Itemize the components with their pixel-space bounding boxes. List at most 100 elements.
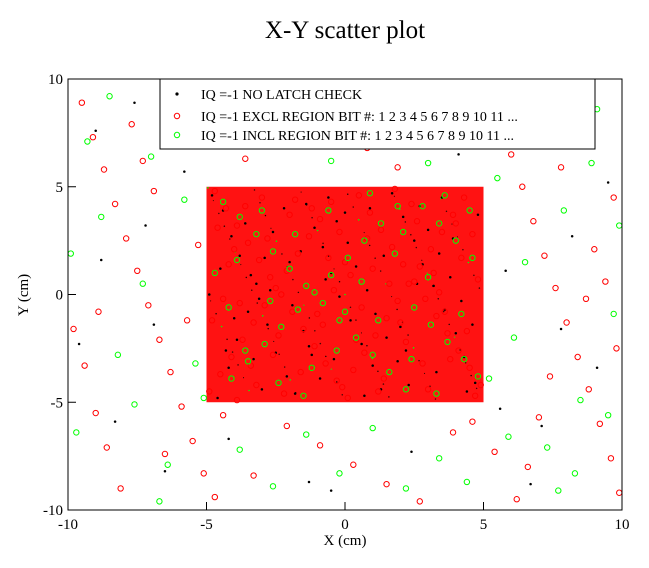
series-0-point-3: [238, 254, 241, 257]
series-0-point-52: [449, 276, 452, 279]
series-0-point-17: [371, 364, 374, 367]
legend-marker-no-latch: [175, 92, 179, 96]
series-2-point-30: [460, 355, 468, 363]
dense-speckle-227: [478, 287, 480, 289]
x-tick-label-0: -10: [58, 517, 78, 533]
dense-speckle-179: [270, 227, 272, 229]
dense-speckle-144: [283, 366, 286, 368]
series-1-point-136: [183, 317, 191, 324]
series-0-point-4: [249, 273, 253, 277]
series-2-point-44: [408, 355, 415, 363]
series-1-point-67: [402, 338, 410, 346]
series-1-point-45: [427, 246, 435, 253]
series-0-point-39: [318, 377, 322, 380]
dense-speckle-202: [410, 234, 412, 236]
series-1-point-105: [134, 267, 141, 274]
series-1-point-21: [444, 330, 451, 337]
series-1-point-71: [447, 355, 454, 363]
dense-speckle-208: [470, 375, 472, 377]
series-0-point-42: [346, 241, 350, 245]
series-0-point-45: [374, 312, 377, 316]
series-1-point-102: [100, 166, 108, 173]
series-1-point-9: [311, 343, 318, 350]
series-2-point-81: [588, 159, 595, 167]
dense-speckle-162: [464, 361, 467, 364]
series-0-point-76: [332, 357, 336, 361]
series-0-point-57: [232, 316, 236, 320]
series-0-point-98: [410, 450, 413, 454]
series-2-point-57: [98, 213, 105, 221]
series-2-point-3: [269, 248, 277, 255]
series-2-point-34: [242, 347, 249, 354]
dense-speckle-223: [347, 193, 349, 195]
series-0-point-16: [360, 342, 363, 346]
series-2-point-72: [560, 207, 568, 214]
series-1-point-164: [469, 418, 476, 425]
x-tick-label-1: -5: [200, 517, 213, 533]
series-0-point-62: [307, 344, 311, 348]
dense-speckle-142: [355, 319, 357, 321]
dense-speckle-184: [229, 238, 231, 240]
dense-speckle-140: [426, 272, 428, 274]
dense-speckle-221: [418, 360, 420, 362]
series-1-point-89: [375, 388, 382, 395]
series-2-point-29: [444, 338, 451, 346]
series-1-point-115: [508, 151, 515, 158]
series-2-point-8: [352, 334, 360, 341]
series-1-point-7: [289, 308, 296, 315]
dense-speckle-185: [330, 368, 332, 370]
series-2-point-21: [311, 289, 318, 296]
series-1-point-59: [314, 310, 321, 318]
dense-speckle-161: [363, 232, 365, 234]
series-2-point-38: [308, 364, 315, 371]
series-0-point-55: [208, 293, 211, 296]
series-2-point-18: [261, 340, 268, 348]
series-2-point-85: [327, 157, 335, 165]
series-1-point-23: [466, 364, 473, 371]
series-2-point-2: [253, 230, 260, 238]
series-1-point-3: [244, 239, 252, 246]
series-1-point-28: [239, 336, 246, 343]
series-2-point-59: [131, 401, 138, 408]
dense-speckle-215: [358, 219, 360, 221]
series-2-point-46: [441, 192, 448, 199]
series-2-point-88: [424, 159, 432, 167]
series-1-point-31: [272, 284, 279, 292]
series-2-point-42: [375, 317, 382, 324]
series-1-point-92: [408, 200, 415, 208]
series-0-point-0: [210, 194, 214, 197]
series-0-point-2: [230, 235, 233, 238]
dense-speckle-150: [344, 293, 346, 296]
dense-speckle-148: [415, 247, 417, 249]
series-1-point-0: [211, 187, 219, 195]
series-1-point-51: [225, 261, 232, 268]
dense-speckle-222: [245, 276, 248, 279]
series-2-point-53: [399, 228, 407, 236]
series-0-point-71: [465, 390, 469, 393]
series-2-point-26: [394, 202, 401, 210]
series-0-point-29: [227, 366, 230, 370]
series-1-point-36: [327, 198, 335, 206]
series-0-point-44: [365, 288, 369, 292]
series-2-point-58: [114, 351, 122, 359]
series-1-point-137: [194, 241, 202, 249]
series-2-point-100: [200, 394, 207, 402]
series-0-point-92: [529, 482, 532, 486]
series-1-point-169: [610, 194, 617, 201]
series-1-point-124: [607, 455, 615, 462]
y-tick-label-4: 10: [48, 72, 63, 88]
series-2-point-69: [510, 334, 518, 341]
dense-speckle-147: [314, 329, 316, 332]
dense-speckle-187: [259, 202, 261, 204]
series-0-point-107: [152, 323, 156, 326]
dense-speckle-173: [210, 300, 212, 302]
series-0-point-65: [363, 394, 366, 398]
dense-speckle-151: [445, 210, 448, 212]
series-1-point-82: [297, 368, 304, 376]
y-tick-label-1: -5: [51, 395, 64, 411]
series-1-point-26: [217, 371, 224, 378]
legend-label-no-latch: IQ =-1 NO LATCH CHECK: [201, 88, 362, 103]
series-2-point-27: [411, 304, 418, 311]
series-0-point-30: [235, 338, 239, 341]
series-1-point-33: [294, 250, 302, 257]
